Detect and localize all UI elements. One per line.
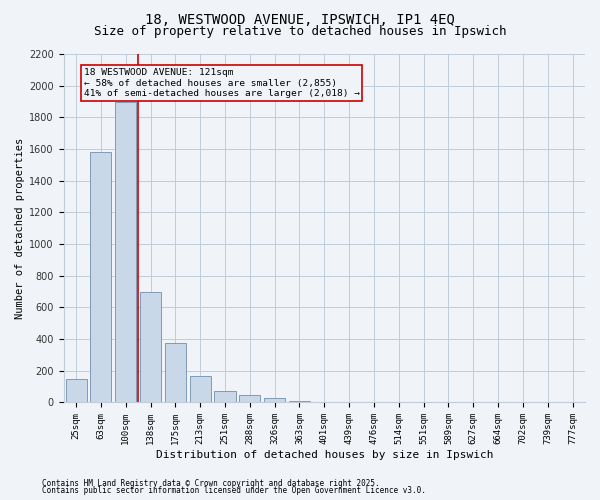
X-axis label: Distribution of detached houses by size in Ipswich: Distribution of detached houses by size … xyxy=(155,450,493,460)
Text: Contains HM Land Registry data © Crown copyright and database right 2025.: Contains HM Land Registry data © Crown c… xyxy=(42,478,380,488)
Bar xyxy=(264,398,285,402)
Bar xyxy=(214,390,236,402)
Bar xyxy=(239,394,260,402)
Bar xyxy=(65,378,86,402)
Bar xyxy=(165,343,186,402)
Bar xyxy=(91,152,112,403)
Bar xyxy=(190,376,211,402)
Text: Size of property relative to detached houses in Ipswich: Size of property relative to detached ho… xyxy=(94,25,506,38)
Bar xyxy=(115,102,136,403)
Text: 18 WESTWOOD AVENUE: 121sqm
← 58% of detached houses are smaller (2,855)
41% of s: 18 WESTWOOD AVENUE: 121sqm ← 58% of deta… xyxy=(83,68,359,98)
Y-axis label: Number of detached properties: Number of detached properties xyxy=(15,138,25,319)
Text: 18, WESTWOOD AVENUE, IPSWICH, IP1 4EQ: 18, WESTWOOD AVENUE, IPSWICH, IP1 4EQ xyxy=(145,12,455,26)
Bar xyxy=(140,292,161,403)
Text: Contains public sector information licensed under the Open Government Licence v3: Contains public sector information licen… xyxy=(42,486,426,495)
Bar xyxy=(289,401,310,402)
